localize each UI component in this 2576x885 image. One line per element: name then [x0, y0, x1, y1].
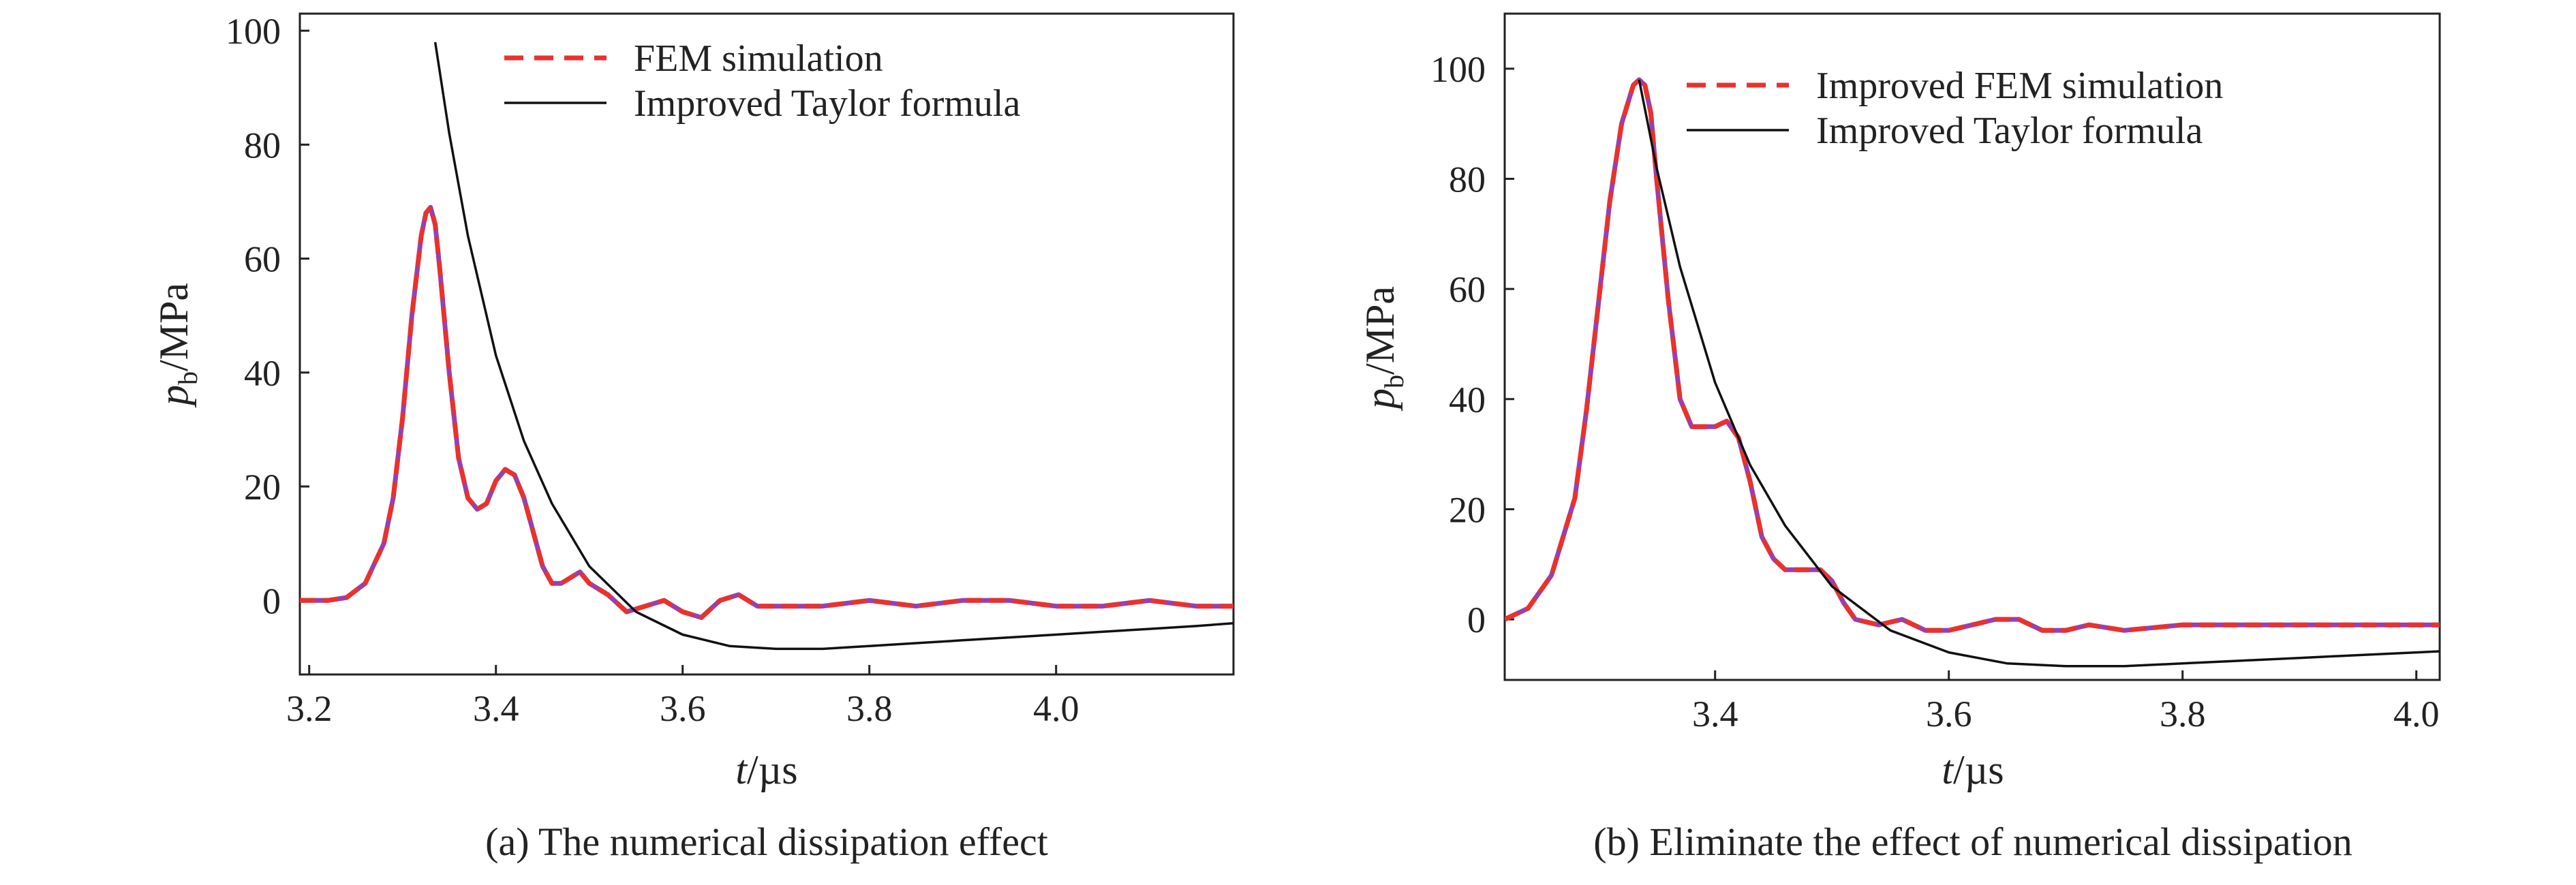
y-tick-label: 0	[1467, 600, 1486, 640]
series-line-solid	[433, 42, 1233, 651]
plot-frame	[298, 12, 1235, 676]
y-axis-subscript: b	[172, 371, 203, 385]
y-tick-label: 60	[1449, 269, 1486, 310]
legend-label: FEM simulation	[634, 37, 883, 80]
y-axis-var: p	[1358, 388, 1402, 412]
y-tick-label: 60	[244, 239, 281, 280]
y-tick-label: 100	[1430, 49, 1486, 90]
x-tick-label: 3.8	[2160, 694, 2206, 734]
legend-label: Improved Taylor formula	[634, 82, 1020, 125]
y-tick-label: 100	[226, 11, 281, 52]
x-axis-title: t/µs	[735, 747, 797, 792]
x-tick-label: 3.6	[1926, 694, 1972, 734]
y-tick-label: 0	[262, 580, 281, 621]
x-tick-label: 4.0	[2393, 694, 2440, 734]
y-tick-label: 80	[244, 125, 281, 166]
panel-caption: (a) The numerical dissipation effect	[485, 820, 1048, 864]
x-tick-label: 3.6	[660, 688, 706, 729]
series-group	[1505, 77, 2440, 668]
y-axis-unit: /MPa	[151, 283, 196, 371]
y-axis-subscript: b	[1379, 375, 1409, 388]
chart-panel-b: 3.4 3.6 3.8 4.0 0 20 40 60 80 100 t/µs pb/MPa Improv…	[1358, 12, 2441, 864]
y-tick-label: 80	[1449, 159, 1486, 200]
series-line-underlay	[1505, 77, 2440, 633]
x-axis-unit: /µs	[1953, 747, 2004, 792]
y-axis-var: p	[151, 385, 196, 408]
y-axis-title: pb/MPa	[151, 283, 203, 408]
series-group	[300, 42, 1233, 651]
y-tick-label: 20	[1449, 489, 1486, 530]
legend-label: Improved FEM simulation	[1816, 65, 2223, 107]
y-tick-label: 20	[244, 467, 281, 508]
x-tick-label: 3.4	[473, 688, 519, 729]
x-axis-unit: /µs	[747, 747, 798, 792]
y-tick-label: 40	[244, 353, 281, 394]
chart-panel-a: 3.2 3.4 3.6 3.8 4.0 0 20 40 60 80 100 t/µs pb/MPa FEM…	[151, 11, 1235, 864]
x-tick-label: 3.4	[1692, 694, 1738, 734]
series-line-dashed	[1505, 77, 2440, 633]
y-tick-label: 40	[1449, 379, 1486, 420]
x-axis-var: t	[735, 747, 748, 792]
plot-frame	[1503, 12, 2441, 681]
x-axis-var: t	[1942, 747, 1954, 792]
y-axis-title: pb/MPa	[1358, 286, 1409, 412]
legend-label: Improved Taylor formula	[1816, 110, 2203, 152]
x-axis-title: t/µs	[1942, 747, 2004, 792]
series-line-dashed	[300, 204, 1233, 620]
x-tick-label: 4.0	[1033, 688, 1079, 729]
y-axis-unit: /MPa	[1358, 286, 1402, 375]
x-tick-label: 3.2	[286, 688, 333, 729]
panel-caption: (b) Eliminate the effect of numerical di…	[1593, 820, 2352, 864]
series-line-solid	[1638, 79, 2440, 668]
x-tick-label: 3.8	[846, 688, 893, 729]
